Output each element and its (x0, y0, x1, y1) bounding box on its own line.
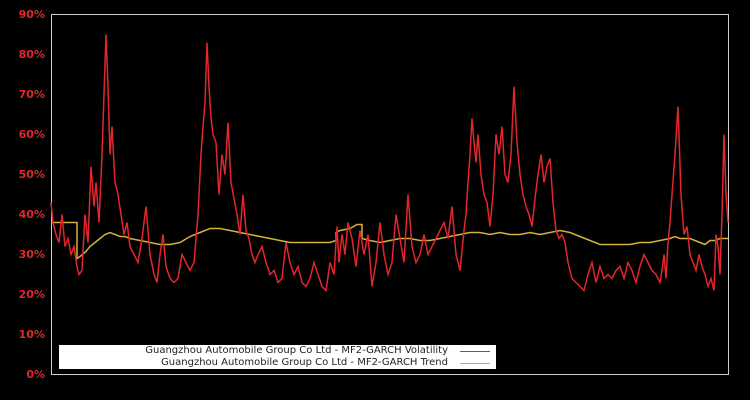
volatility-series-line (50, 34, 729, 293)
y-tick-0: 0% (26, 368, 45, 381)
plot-frame (51, 14, 729, 375)
legend-swatch-volatility (460, 351, 490, 352)
y-tick-50: 50% (18, 168, 45, 181)
y-tick-90: 90% (18, 8, 45, 21)
legend-swatch-trend (460, 363, 490, 364)
y-tick-80: 80% (18, 48, 45, 61)
y-tick-10: 10% (18, 328, 45, 341)
y-tick-70: 70% (18, 88, 45, 101)
chart-legend: Guangzhou Automobile Group Co Ltd - MF2-… (59, 345, 496, 369)
trend-series-line (51, 221, 728, 260)
legend-label-trend: Guangzhou Automobile Group Co Ltd - MF2-… (161, 357, 448, 368)
y-tick-30: 30% (18, 248, 45, 261)
y-tick-40: 40% (18, 208, 45, 221)
y-tick-20: 20% (18, 288, 45, 301)
legend-label-volatility: Guangzhou Automobile Group Co Ltd - MF2-… (145, 345, 448, 356)
y-tick-60: 60% (18, 128, 45, 141)
